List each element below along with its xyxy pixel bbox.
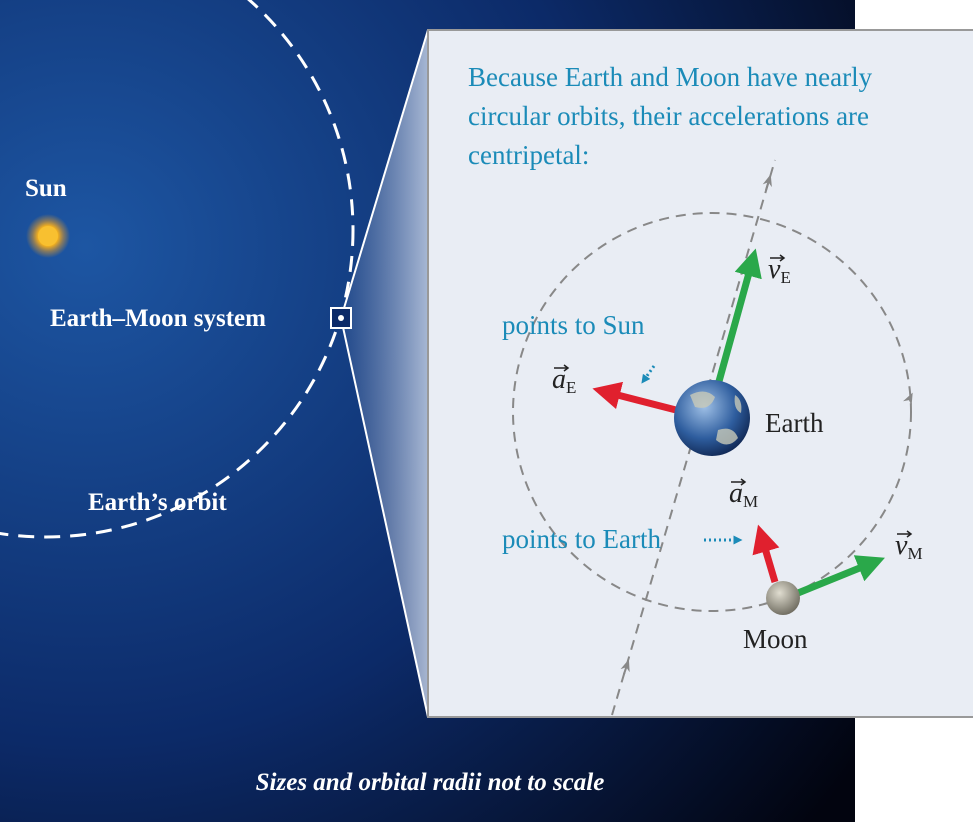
subscript: M [907,544,922,563]
earth-label: Earth [765,408,824,438]
symbol: a [552,364,566,395]
subscript: M [743,492,758,511]
subscript: E [566,378,576,397]
moon [766,581,800,615]
symbol: v [895,530,908,561]
inset-panel [428,30,973,717]
moon-label: Moon [743,624,808,654]
sun-label: Sun [25,175,67,202]
sun-pointer: points to Sun [502,310,645,340]
symbol: v [768,254,781,285]
note-line: Because Earth and Moon have nearly [468,62,873,92]
symbol: a [729,478,743,509]
earth-pointer: points to Earth [502,524,661,554]
diagram: Sun Earth–Moon system Earth’s orbit Size… [0,0,973,822]
caption: Sizes and orbital radii not to scale [256,769,605,796]
orbit-direction [909,398,910,400]
earth [674,380,750,456]
system-dot [338,315,344,321]
note-line: centripetal: [468,140,589,170]
note-line: circular orbits, their accelerations are [468,101,869,131]
sun-core [38,226,58,246]
subscript: E [780,268,790,287]
orbit-label: Earth’s orbit [88,489,227,516]
system-label: Earth–Moon system [50,305,266,332]
